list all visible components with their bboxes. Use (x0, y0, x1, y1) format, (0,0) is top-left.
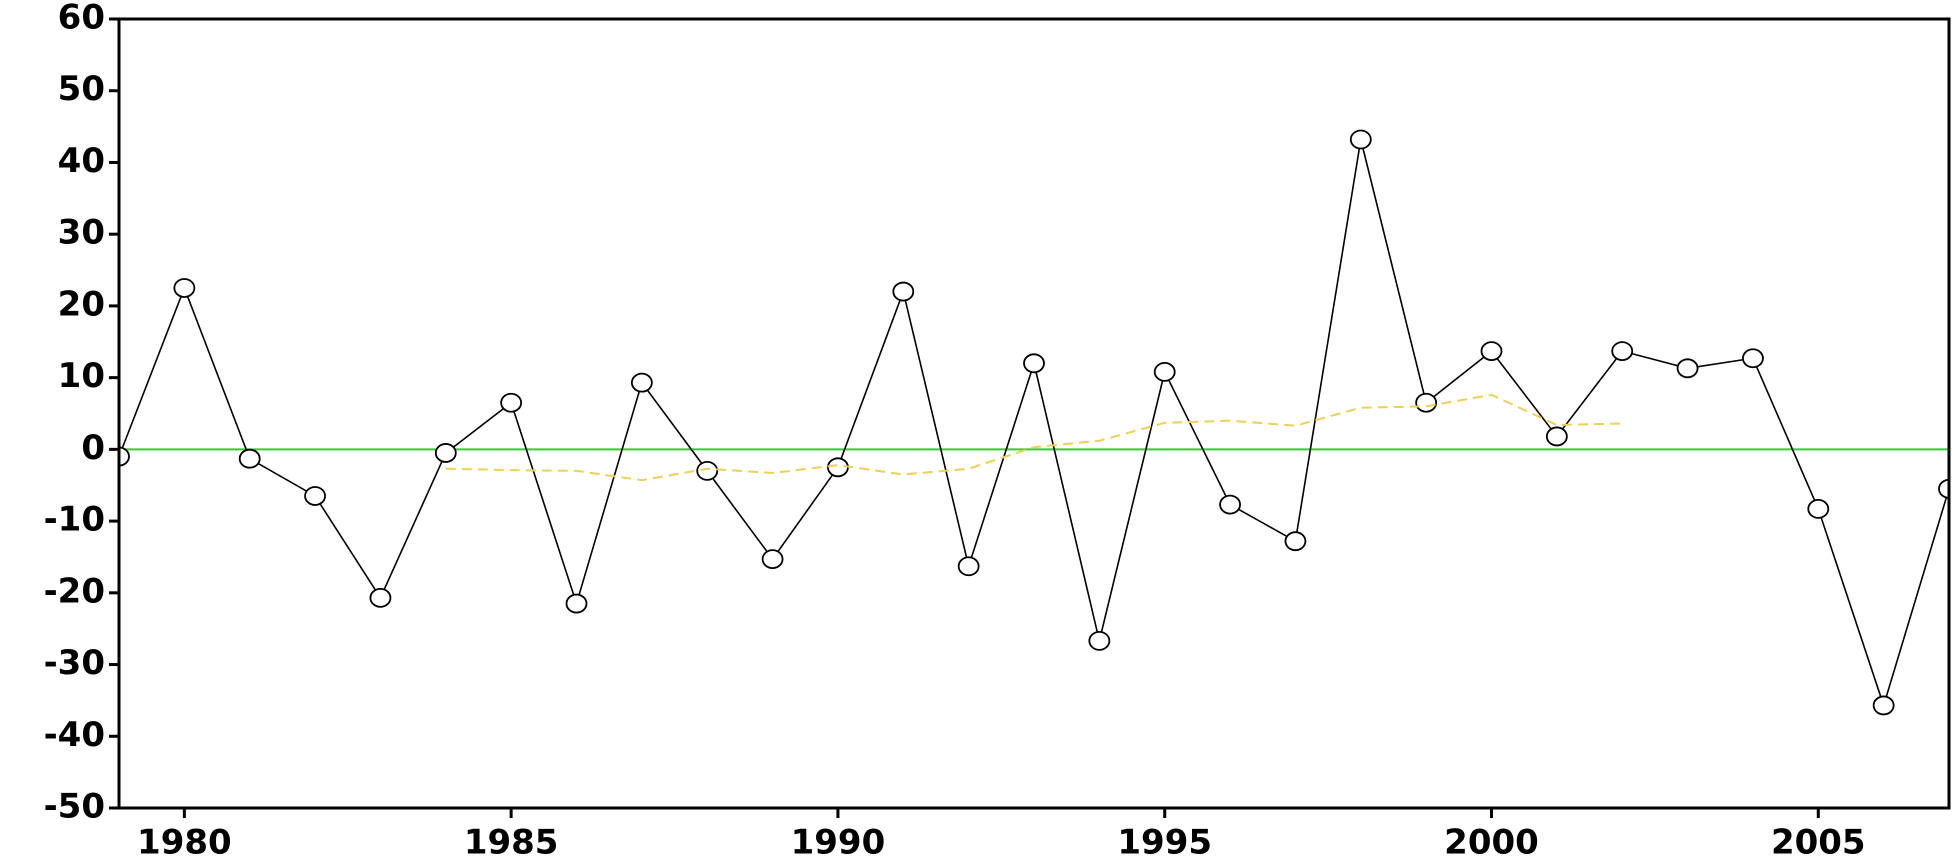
data-point (1349, 129, 1372, 150)
y-tick-label: 40 (58, 141, 105, 181)
data-point (1545, 426, 1568, 447)
plot-area (119, 129, 1949, 716)
data-point (1415, 392, 1438, 413)
x-tick-label: 2000 (1444, 823, 1539, 863)
data-point (1872, 695, 1895, 716)
y-tick-label: -50 (44, 787, 105, 827)
data-point (1219, 494, 1241, 515)
data-point (434, 443, 457, 463)
data-point (500, 392, 523, 413)
y-tick-label: 20 (58, 284, 105, 324)
data-point (696, 460, 719, 481)
data-point (1611, 341, 1634, 361)
data-point (1742, 348, 1764, 369)
y-tick-label: -40 (44, 715, 105, 755)
x-tick-label: 1985 (464, 823, 559, 863)
y-tick-label: 0 (81, 428, 105, 468)
data-point (630, 372, 653, 393)
data-point (238, 448, 261, 469)
data-point (761, 549, 784, 570)
data-point (173, 278, 196, 298)
data-point (119, 446, 130, 467)
y-tick-label: -10 (44, 500, 105, 540)
data-point (304, 486, 326, 506)
data-point (369, 587, 392, 608)
data-point (1807, 498, 1830, 519)
data-point (1153, 361, 1176, 382)
data-point (1023, 353, 1045, 374)
plot-frame (117, 17, 1951, 810)
data-point (1284, 531, 1307, 552)
data-point (565, 593, 588, 614)
y-tick-label: -30 (44, 643, 105, 683)
y-tick-label: 30 (58, 213, 105, 253)
data-point (1676, 358, 1699, 379)
data-point (1088, 630, 1111, 651)
x-tick-label: 1980 (137, 823, 232, 863)
series-line (119, 139, 1949, 709)
y-tick-label: 60 (58, 0, 105, 38)
data-point (957, 556, 980, 577)
data-point (1480, 341, 1503, 361)
y-tick-label: 50 (58, 69, 105, 109)
x-tick-label: 1995 (1117, 823, 1212, 863)
y-tick-label: 10 (58, 356, 105, 396)
data-point (892, 281, 915, 302)
data-point (1938, 478, 1949, 499)
x-tick-label: 2005 (1771, 823, 1866, 863)
y-tick-label: -20 (44, 571, 105, 611)
x-tick-label: 1990 (791, 823, 886, 863)
series-line (445, 393, 1623, 482)
data-point (827, 457, 849, 478)
